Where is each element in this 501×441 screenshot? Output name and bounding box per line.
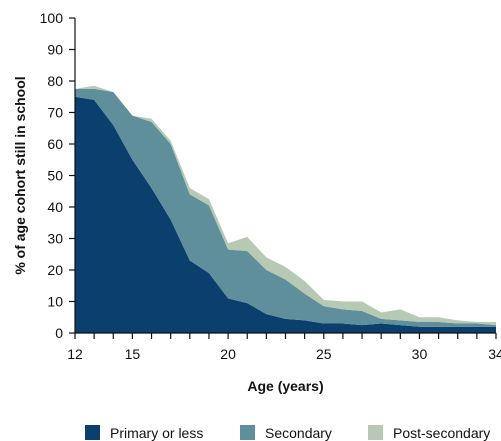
- x-tick-label: 20: [220, 346, 236, 362]
- legend-label-primary-or-less: Primary or less: [110, 425, 203, 441]
- y-tick-label: 20: [47, 262, 63, 278]
- x-axis-title: Age (years): [247, 378, 323, 394]
- y-axis-ticks: 0 10 20 30 40 50 60 70 80 90 100: [40, 10, 75, 341]
- y-tick-label: 10: [47, 294, 63, 310]
- legend-label-post-secondary: Post-secondary: [393, 425, 490, 441]
- y-tick-label: 50: [47, 168, 63, 184]
- area-series-group: [75, 85, 496, 333]
- area-post-secondary: [75, 85, 496, 326]
- y-tick-label: 100: [40, 10, 64, 26]
- legend-label-secondary: Secondary: [265, 425, 332, 441]
- x-tick-label: 25: [316, 346, 332, 362]
- legend-swatch-post-secondary: [368, 425, 383, 440]
- y-tick-label: 90: [47, 42, 63, 58]
- area-primary-or-less: [75, 96, 496, 333]
- y-axis-title: % of age cohort still in school: [12, 76, 28, 274]
- y-tick-label: 40: [47, 199, 63, 215]
- x-tick-label: 15: [125, 346, 141, 362]
- x-tick-label: 12: [67, 346, 83, 362]
- x-axis-ticks: 12 15 20 25 30 34: [67, 333, 501, 362]
- legend: Primary or less Secondary Post-secondary: [85, 425, 490, 441]
- y-tick-label: 30: [47, 231, 63, 247]
- y-tick-label: 70: [47, 105, 63, 121]
- y-tick-label: 60: [47, 136, 63, 152]
- y-tick-label: 0: [55, 325, 63, 341]
- area-secondary: [75, 88, 496, 327]
- y-tick-label: 80: [47, 73, 63, 89]
- x-tick-label: 34: [488, 346, 501, 362]
- legend-swatch-secondary: [240, 425, 255, 440]
- x-tick-label: 30: [412, 346, 428, 362]
- legend-swatch-primary-or-less: [85, 425, 100, 440]
